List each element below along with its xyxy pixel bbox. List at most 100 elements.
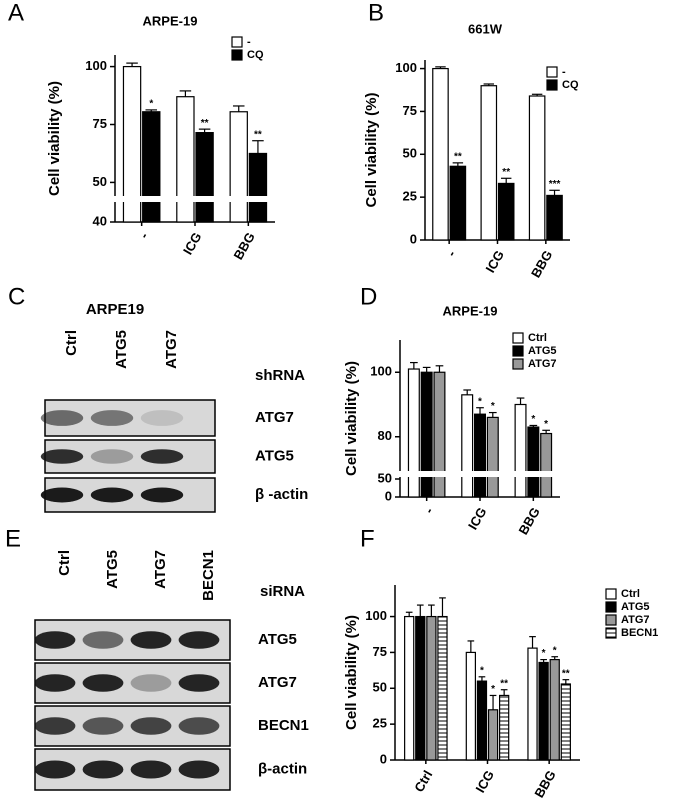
y-tick-label: 100 — [395, 60, 417, 75]
blot-band — [90, 487, 134, 503]
bar — [540, 432, 553, 498]
x-tick-label: BBG — [230, 230, 257, 263]
panel-letter: F — [360, 525, 375, 552]
lane-label: ATG7 — [163, 330, 180, 369]
legend-swatch — [546, 66, 558, 78]
blot-band — [90, 410, 134, 426]
bar — [437, 615, 448, 761]
x-tick-label: BBG — [515, 505, 542, 538]
lane-label: ATG5 — [104, 550, 121, 589]
protein-label: BECN1 — [258, 717, 309, 734]
significance: ** — [502, 167, 510, 178]
y-tick-label: 50 — [378, 470, 392, 485]
blot-band — [34, 717, 76, 735]
bar — [248, 152, 268, 223]
bar — [546, 194, 563, 241]
condition-label: shRNA — [255, 367, 305, 384]
significance: * — [478, 396, 482, 407]
significance: * — [491, 401, 495, 412]
legend-label: - — [247, 36, 251, 48]
bar — [560, 683, 571, 761]
bar — [499, 694, 510, 761]
significance: ** — [454, 151, 462, 162]
blot-band — [178, 717, 220, 735]
legend-label: - — [562, 66, 566, 78]
protein-label: ATG5 — [258, 631, 297, 648]
legend-swatch — [605, 627, 617, 639]
legend-swatch — [512, 345, 524, 357]
legend-swatch — [512, 358, 524, 370]
blot-band — [40, 487, 84, 503]
blot-band — [40, 449, 84, 464]
legend-swatch — [231, 36, 243, 48]
legend-swatch — [605, 601, 617, 613]
y-tick-label: 0 — [410, 231, 417, 246]
blot-band — [82, 631, 124, 649]
blot-band — [82, 674, 124, 692]
y-axis-label: Cell viability (%) — [343, 615, 360, 730]
x-tick-label: BBG — [528, 248, 555, 281]
bar — [514, 403, 527, 498]
significance: * — [542, 648, 546, 659]
panel-letter: E — [5, 525, 21, 552]
y-axis-label: Cell viability (%) — [363, 92, 380, 207]
legend-label: ATG7 — [528, 358, 557, 370]
y-tick-label: 75 — [403, 103, 417, 118]
bar — [407, 368, 420, 498]
bar — [426, 615, 437, 761]
bar — [195, 132, 214, 223]
y-axis-label: Cell viability (%) — [343, 361, 360, 476]
blot-band — [130, 760, 172, 779]
blot-band — [90, 449, 134, 464]
protein-label: β -actin — [255, 486, 308, 503]
legend-label: Ctrl — [528, 332, 547, 344]
blot-title: ARPE19 — [86, 301, 144, 318]
condition-label: siRNA — [260, 583, 305, 600]
protein-label: ATG7 — [255, 409, 294, 426]
y-tick-label: 25 — [373, 716, 387, 731]
bar — [527, 426, 540, 498]
blot-band — [178, 760, 220, 779]
significance: *** — [549, 179, 561, 190]
panel-letter: A — [8, 0, 24, 26]
y-tick-label: 25 — [403, 189, 417, 204]
bar — [176, 96, 195, 223]
x-tick-label: ICG — [483, 248, 508, 276]
panel-letter: D — [360, 283, 377, 310]
significance: * — [491, 684, 495, 695]
bar — [420, 371, 433, 498]
significance: * — [544, 419, 548, 430]
bar — [538, 661, 549, 761]
significance: * — [553, 645, 557, 656]
axis-break — [392, 471, 562, 477]
blot-band — [40, 410, 84, 426]
legend-label: ATG7 — [621, 614, 650, 626]
bar — [480, 85, 498, 241]
blot-band — [178, 631, 220, 649]
y-tick-label: 50 — [403, 146, 417, 161]
y-tick-label: 100 — [370, 364, 392, 379]
y-tick-label: 50 — [93, 174, 107, 189]
panel-letter: B — [368, 0, 384, 26]
legend-swatch — [605, 588, 617, 600]
bar — [465, 651, 476, 761]
blot-band — [140, 410, 184, 426]
y-tick-label: 80 — [378, 428, 392, 443]
bar — [433, 371, 446, 498]
y-axis-label: Cell viability (%) — [46, 81, 63, 196]
y-tick-label: 75 — [93, 116, 107, 131]
y-tick-label: 50 — [373, 680, 387, 695]
y-tick-label: 100 — [85, 58, 107, 73]
significance: ** — [562, 668, 570, 679]
y-tick-label: 0 — [385, 488, 392, 503]
significance: ** — [500, 678, 508, 689]
x-tick-label: - — [136, 230, 151, 241]
bar — [432, 67, 449, 241]
legend-swatch — [605, 614, 617, 626]
bar — [415, 615, 426, 761]
lane-label: Ctrl — [56, 550, 73, 576]
bar — [527, 647, 538, 761]
legend-swatch — [512, 332, 524, 344]
lane-label: ATG5 — [113, 330, 130, 369]
chart-title: 661W — [468, 21, 503, 36]
